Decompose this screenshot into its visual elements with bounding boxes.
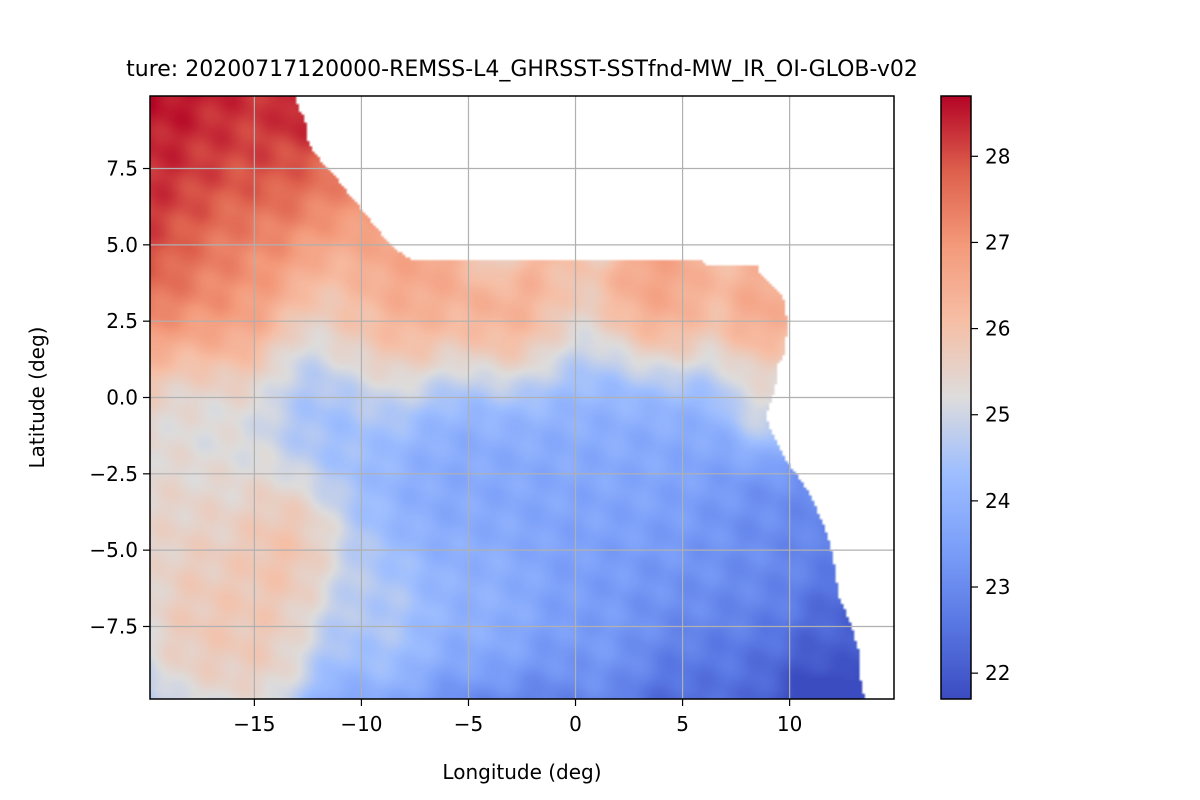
colorbar-gradient [941, 96, 971, 699]
x-tick-label: 10 [777, 712, 802, 736]
y-tick-label: −5.0 [89, 538, 138, 562]
y-axis-label: Latitude (deg) [25, 327, 49, 469]
x-tick-label: −15 [233, 712, 275, 736]
colorbar: 22 23 24 25 26 27 28 [940, 95, 1010, 700]
x-tick-label: −5 [454, 712, 483, 736]
colorbar-tick-label: 26 [985, 317, 1010, 341]
y-axis-ticks: −7.5 −5.0 −2.5 0.0 2.5 5.0 7.5 [89, 157, 150, 638]
colorbar-tick-label: 24 [985, 489, 1010, 513]
x-axis-label: Longitude (deg) [442, 760, 601, 784]
colorbar-tick-label: 22 [985, 661, 1010, 685]
x-tick-label: −10 [340, 712, 382, 736]
x-tick-label: 5 [676, 712, 689, 736]
colorbar-tick-label: 27 [985, 230, 1010, 254]
colorbar-tick-label: 25 [985, 403, 1010, 427]
chart-title: ture: 20200717120000-REMSS-L4_GHRSST-SST… [126, 57, 918, 82]
colorbar-ticks: 22 23 24 25 26 27 28 [971, 144, 1010, 685]
colorbar-frame [940, 95, 972, 700]
y-tick-label: 5.0 [106, 233, 138, 257]
x-axis-ticks: −15 −10 −5 0 5 10 [233, 699, 802, 736]
y-tick-label: 2.5 [106, 309, 138, 333]
y-tick-label: −2.5 [89, 462, 138, 486]
colorbar-tick-label: 23 [985, 575, 1010, 599]
y-tick-label: 0.0 [106, 386, 138, 410]
colorbar-tick-label: 28 [985, 144, 1010, 168]
y-tick-label: −7.5 [89, 614, 138, 638]
y-tick-label: 7.5 [106, 157, 138, 181]
grid [150, 96, 894, 699]
x-tick-label: 0 [569, 712, 582, 736]
